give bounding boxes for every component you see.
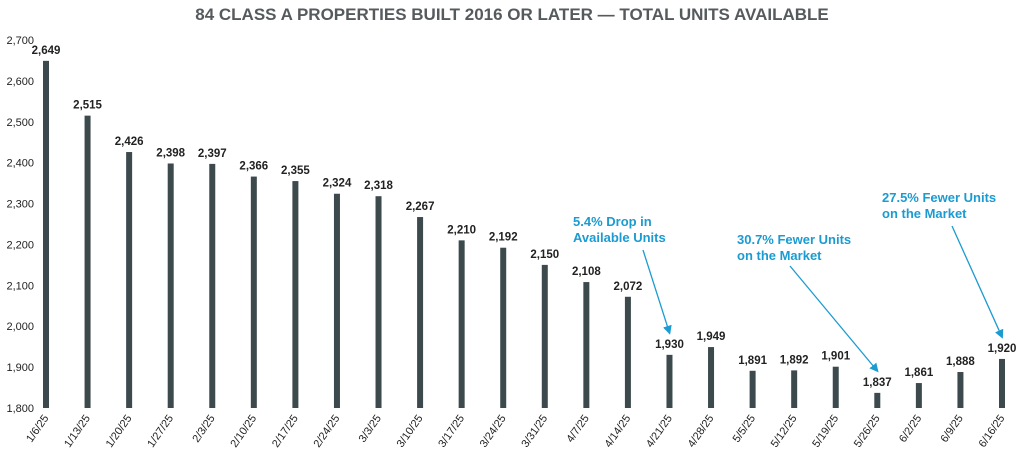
data-label: 2,515 bbox=[73, 100, 102, 112]
bar bbox=[375, 196, 382, 408]
x-tick-label: 4/14/25 bbox=[602, 413, 633, 450]
bar bbox=[209, 163, 216, 408]
data-label: 2,072 bbox=[614, 281, 643, 293]
x-tick-label: 2/24/25 bbox=[312, 413, 343, 450]
x-tick-label: 5/5/25 bbox=[731, 413, 758, 445]
x-tick-label: 3/31/25 bbox=[519, 413, 550, 450]
y-axis: 1,800 1,900 2,000 2,100 2,200 2,300 2,400 2,500… bbox=[6, 35, 34, 415]
data-label: 1,901 bbox=[821, 351, 850, 363]
bar bbox=[957, 372, 964, 408]
y-tick-label: 2,400 bbox=[6, 158, 34, 170]
bar bbox=[583, 282, 590, 408]
y-tick-label: 1,900 bbox=[6, 362, 34, 374]
bars bbox=[43, 60, 1005, 409]
x-tick-label: 1/20/25 bbox=[104, 413, 135, 450]
bar bbox=[832, 366, 839, 408]
x-tick-label: 3/10/25 bbox=[395, 413, 426, 450]
x-tick-label: 5/26/25 bbox=[852, 413, 883, 450]
bar bbox=[43, 60, 49, 408]
x-tick-label: 1/27/25 bbox=[145, 413, 176, 450]
data-label: 2,192 bbox=[489, 232, 518, 244]
data-label: 1,861 bbox=[904, 367, 933, 379]
annotation-arrow bbox=[642, 249, 672, 335]
x-tick-label: 4/28/25 bbox=[686, 413, 717, 450]
annotation-text: 30.7% Fewer Units on the Market bbox=[737, 232, 851, 263]
x-tick-label: 5/12/25 bbox=[769, 413, 800, 450]
data-labels: 2,649 2,515 2,426 2,398 2,397 2,366 2,355 2,324… bbox=[32, 45, 1017, 389]
data-label: 1,891 bbox=[738, 355, 767, 367]
data-label: 2,210 bbox=[447, 224, 476, 236]
x-axis: 1/6/25 1/13/25 1/20/25 1/27/25 2/3/25 2/10/25… bbox=[24, 413, 1007, 450]
data-label: 1,949 bbox=[697, 331, 726, 343]
data-label: 2,324 bbox=[323, 178, 352, 190]
data-label: 1,892 bbox=[780, 354, 809, 366]
bar bbox=[417, 217, 424, 408]
bar bbox=[999, 358, 1005, 408]
y-tick-label: 2,700 bbox=[6, 35, 34, 47]
x-tick-label: 1/6/25 bbox=[24, 413, 51, 445]
x-tick-label: 6/2/25 bbox=[897, 413, 924, 445]
x-tick-label: 6/9/25 bbox=[939, 413, 966, 445]
bar bbox=[624, 296, 631, 408]
annotation-text: 5.4% Drop in Available Units bbox=[573, 214, 666, 245]
data-label: 2,649 bbox=[32, 45, 61, 57]
bar bbox=[915, 383, 922, 408]
data-label: 2,318 bbox=[364, 180, 393, 192]
y-tick-label: 1,800 bbox=[6, 403, 34, 415]
bar bbox=[292, 181, 299, 408]
data-label: 2,366 bbox=[239, 161, 268, 173]
x-tick-label: 5/19/25 bbox=[810, 413, 841, 450]
data-label: 1,837 bbox=[863, 377, 892, 389]
bar bbox=[126, 152, 133, 408]
bar bbox=[874, 392, 881, 408]
x-tick-label: 3/24/25 bbox=[478, 413, 509, 450]
x-tick-label: 1/13/25 bbox=[62, 413, 93, 450]
bar bbox=[666, 354, 673, 408]
x-tick-label: 2/3/25 bbox=[190, 413, 217, 445]
y-tick-label: 2,500 bbox=[6, 117, 34, 129]
data-label: 1,930 bbox=[655, 339, 684, 351]
y-tick-label: 2,100 bbox=[6, 280, 34, 292]
bar bbox=[333, 193, 340, 408]
data-label: 2,426 bbox=[115, 136, 144, 148]
y-tick-label: 2,000 bbox=[6, 321, 34, 333]
bar bbox=[458, 240, 465, 408]
data-label: 2,150 bbox=[530, 249, 559, 261]
bar bbox=[749, 370, 756, 408]
bar bbox=[250, 176, 257, 408]
annotation-arrow bbox=[789, 265, 879, 373]
data-label: 2,397 bbox=[198, 148, 227, 160]
y-tick-label: 2,600 bbox=[6, 76, 34, 88]
data-label: 1,920 bbox=[988, 343, 1017, 355]
x-tick-label: 2/10/25 bbox=[228, 413, 259, 450]
x-tick-label: 4/21/25 bbox=[644, 413, 675, 450]
x-tick-label: 2/17/25 bbox=[270, 413, 301, 450]
bar bbox=[84, 115, 91, 409]
chart-title: 84 CLASS A PROPERTIES BUILT 2016 OR LATE… bbox=[195, 5, 828, 24]
annotations: 5.4% Drop in Available Units 30.7% Fewer U… bbox=[573, 190, 1004, 373]
x-tick-label: 3/3/25 bbox=[357, 413, 384, 445]
annotation-arrow bbox=[951, 225, 1004, 339]
data-label: 1,888 bbox=[946, 356, 975, 368]
bar bbox=[167, 163, 174, 408]
y-tick-label: 2,300 bbox=[6, 199, 34, 211]
x-tick-label: 6/16/25 bbox=[977, 413, 1008, 450]
bar bbox=[708, 347, 715, 408]
bar bbox=[500, 247, 507, 408]
data-label: 2,398 bbox=[156, 147, 185, 159]
data-label: 2,267 bbox=[406, 201, 435, 213]
x-tick-label: 4/7/25 bbox=[564, 413, 591, 445]
annotation-text: 27.5% Fewer Units on the Market bbox=[882, 190, 996, 221]
x-tick-label: 3/17/25 bbox=[436, 413, 467, 450]
bar bbox=[791, 370, 798, 408]
bar bbox=[541, 264, 548, 408]
data-label: 2,108 bbox=[572, 266, 601, 278]
data-label: 2,355 bbox=[281, 165, 310, 177]
y-tick-label: 2,200 bbox=[6, 239, 34, 251]
